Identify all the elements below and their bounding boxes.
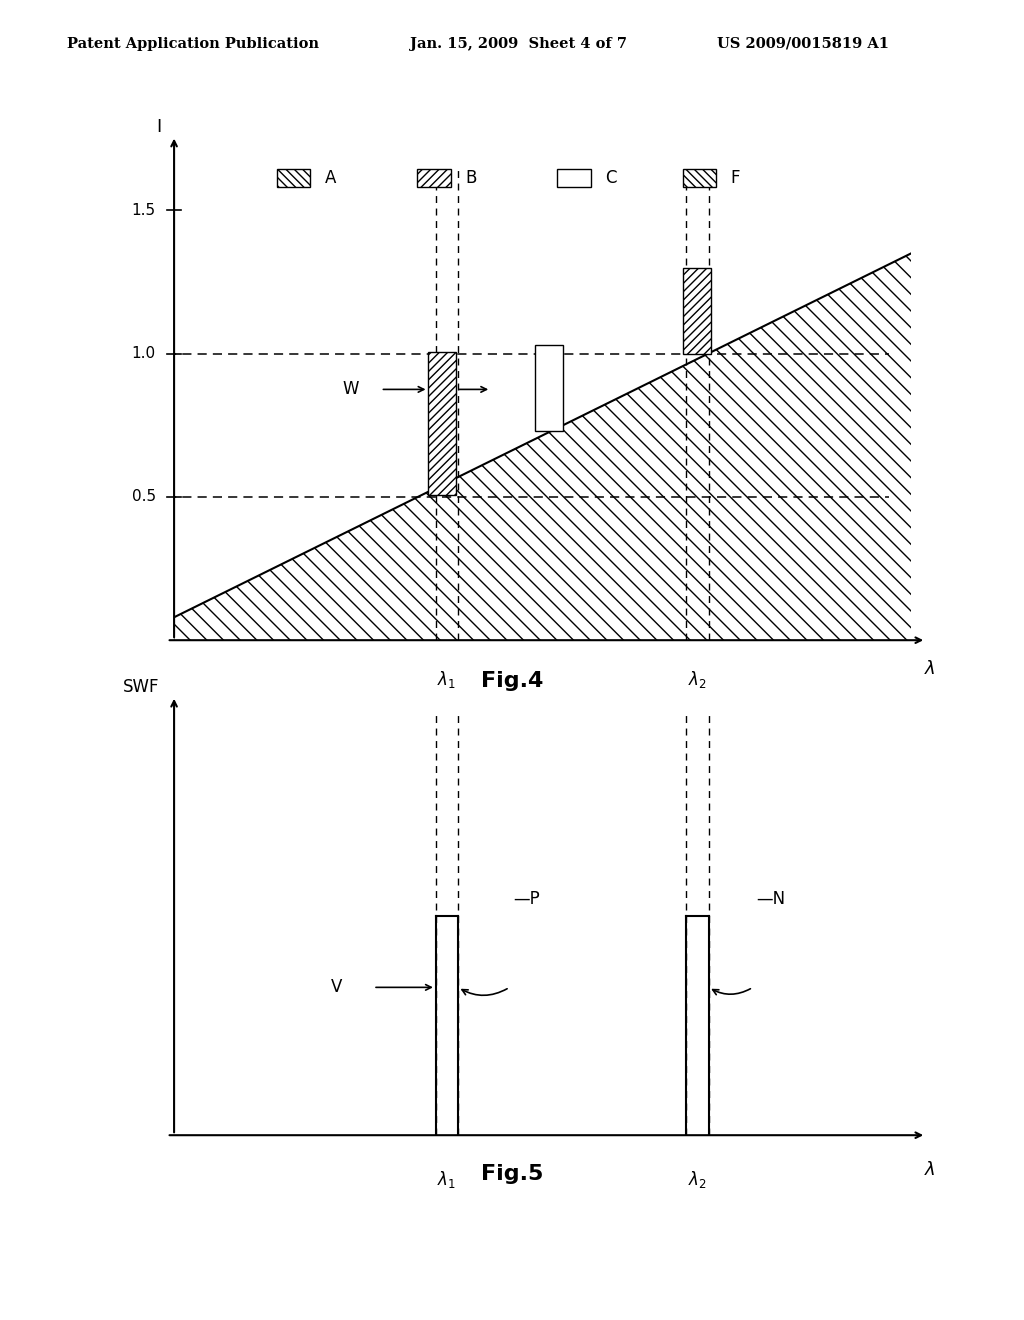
Text: 1.5: 1.5 [131,203,156,218]
Bar [418,169,451,187]
Text: W: W [343,380,359,399]
Text: F: F [731,169,740,187]
Bar [536,345,563,430]
Bar [683,268,711,354]
Text: Jan. 15, 2009  Sheet 4 of 7: Jan. 15, 2009 Sheet 4 of 7 [410,37,627,51]
Text: Patent Application Publication: Patent Application Publication [67,37,318,51]
Polygon shape [174,253,911,640]
Bar [557,169,591,187]
Bar [278,169,310,187]
Text: B: B [465,169,477,187]
Text: V: V [331,978,342,997]
Text: 0.5: 0.5 [131,490,156,504]
Text: —P: —P [513,890,540,908]
Text: Fig.5: Fig.5 [481,1164,543,1184]
Text: $\lambda_2$: $\lambda_2$ [688,1170,707,1191]
Text: $\lambda_2$: $\lambda_2$ [688,669,707,690]
Text: 1.0: 1.0 [131,346,156,362]
Text: I: I [157,117,162,136]
Text: Fig.4: Fig.4 [481,671,543,690]
Text: —N: —N [757,890,785,908]
Text: US 2009/0015819 A1: US 2009/0015819 A1 [717,37,889,51]
Text: A: A [326,169,337,187]
Text: C: C [605,169,616,187]
Text: λ: λ [925,1160,935,1179]
Bar [683,169,716,187]
Bar [428,352,457,495]
Text: $\lambda_1$: $\lambda_1$ [437,669,457,690]
Text: SWF: SWF [123,678,159,696]
Text: λ: λ [925,660,935,678]
Text: $\lambda_1$: $\lambda_1$ [437,1170,457,1191]
